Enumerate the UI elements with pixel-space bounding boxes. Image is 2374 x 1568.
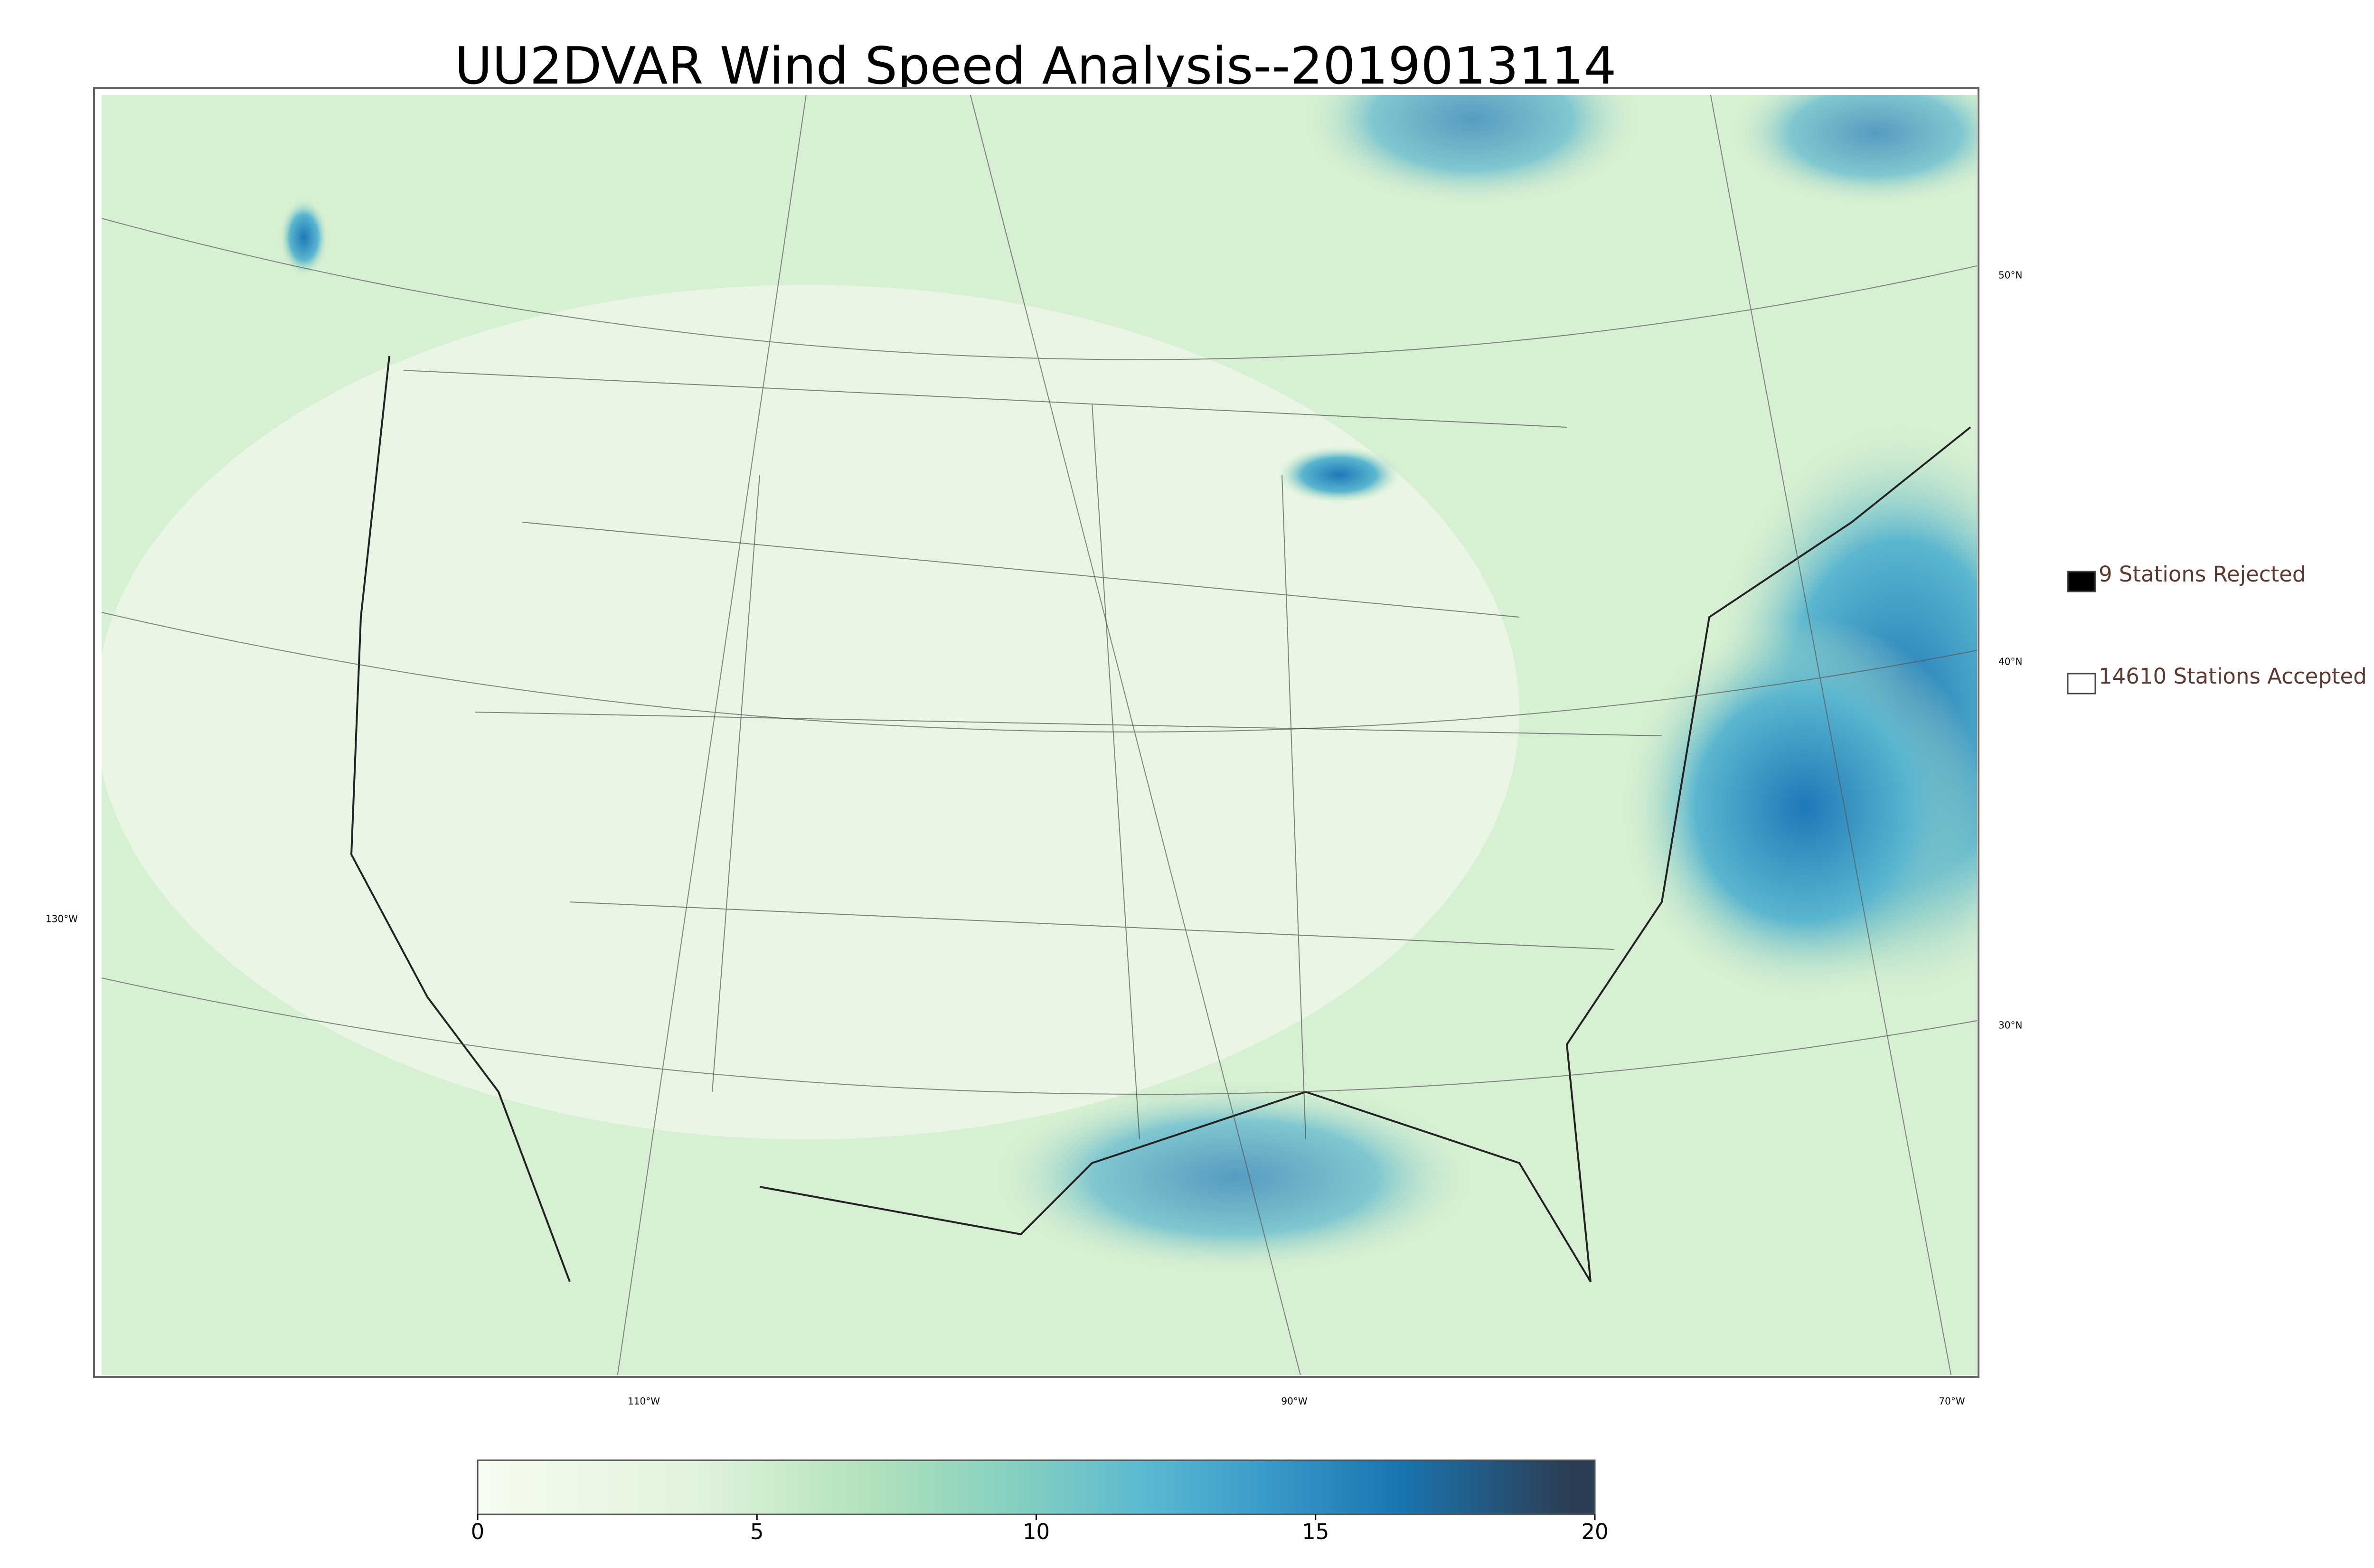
legend-label: 14610 Stations Accepted	[2099, 664, 2367, 689]
colorbar-tick-label: 20	[1581, 1519, 1608, 1544]
state-borders	[403, 370, 1662, 1140]
lon-label: 70°W	[1939, 1396, 1965, 1407]
colorbar: 0 5 10 15 20	[471, 1459, 1609, 1544]
legend-swatch	[2067, 673, 2096, 695]
colorbar-tick-label: 15	[1302, 1519, 1329, 1544]
lon-label: 110°W	[628, 1396, 660, 1407]
legend: 9 Stations Rejected 14610 Stations Accept…	[2067, 562, 2367, 695]
lat-label: 30°N	[1998, 1020, 2022, 1031]
colorbar-tick-label: 5	[750, 1519, 764, 1544]
wind-field	[102, 95, 1977, 1375]
colorbar-tick-label: 10	[1023, 1519, 1050, 1544]
graticule	[102, 95, 1977, 1375]
lat-label: 40°N	[1998, 656, 2022, 667]
legend-swatch	[2067, 571, 2096, 592]
lon-label: 90°W	[1281, 1396, 1307, 1407]
title: UU2DVAR Wind Speed Analysis--2019013114	[455, 37, 1617, 96]
coastline	[350, 356, 1971, 1283]
colorbar-tick-label: 0	[471, 1519, 485, 1544]
map: 50°N 40°N 30°N 130°W 110°W 90°W 70°W	[46, 87, 2022, 1407]
legend-label: 9 Stations Rejected	[2099, 562, 2306, 587]
colorbar-ramp	[477, 1459, 1596, 1515]
lon-label: 130°W	[46, 913, 78, 925]
lat-label: 50°N	[1998, 270, 2022, 281]
